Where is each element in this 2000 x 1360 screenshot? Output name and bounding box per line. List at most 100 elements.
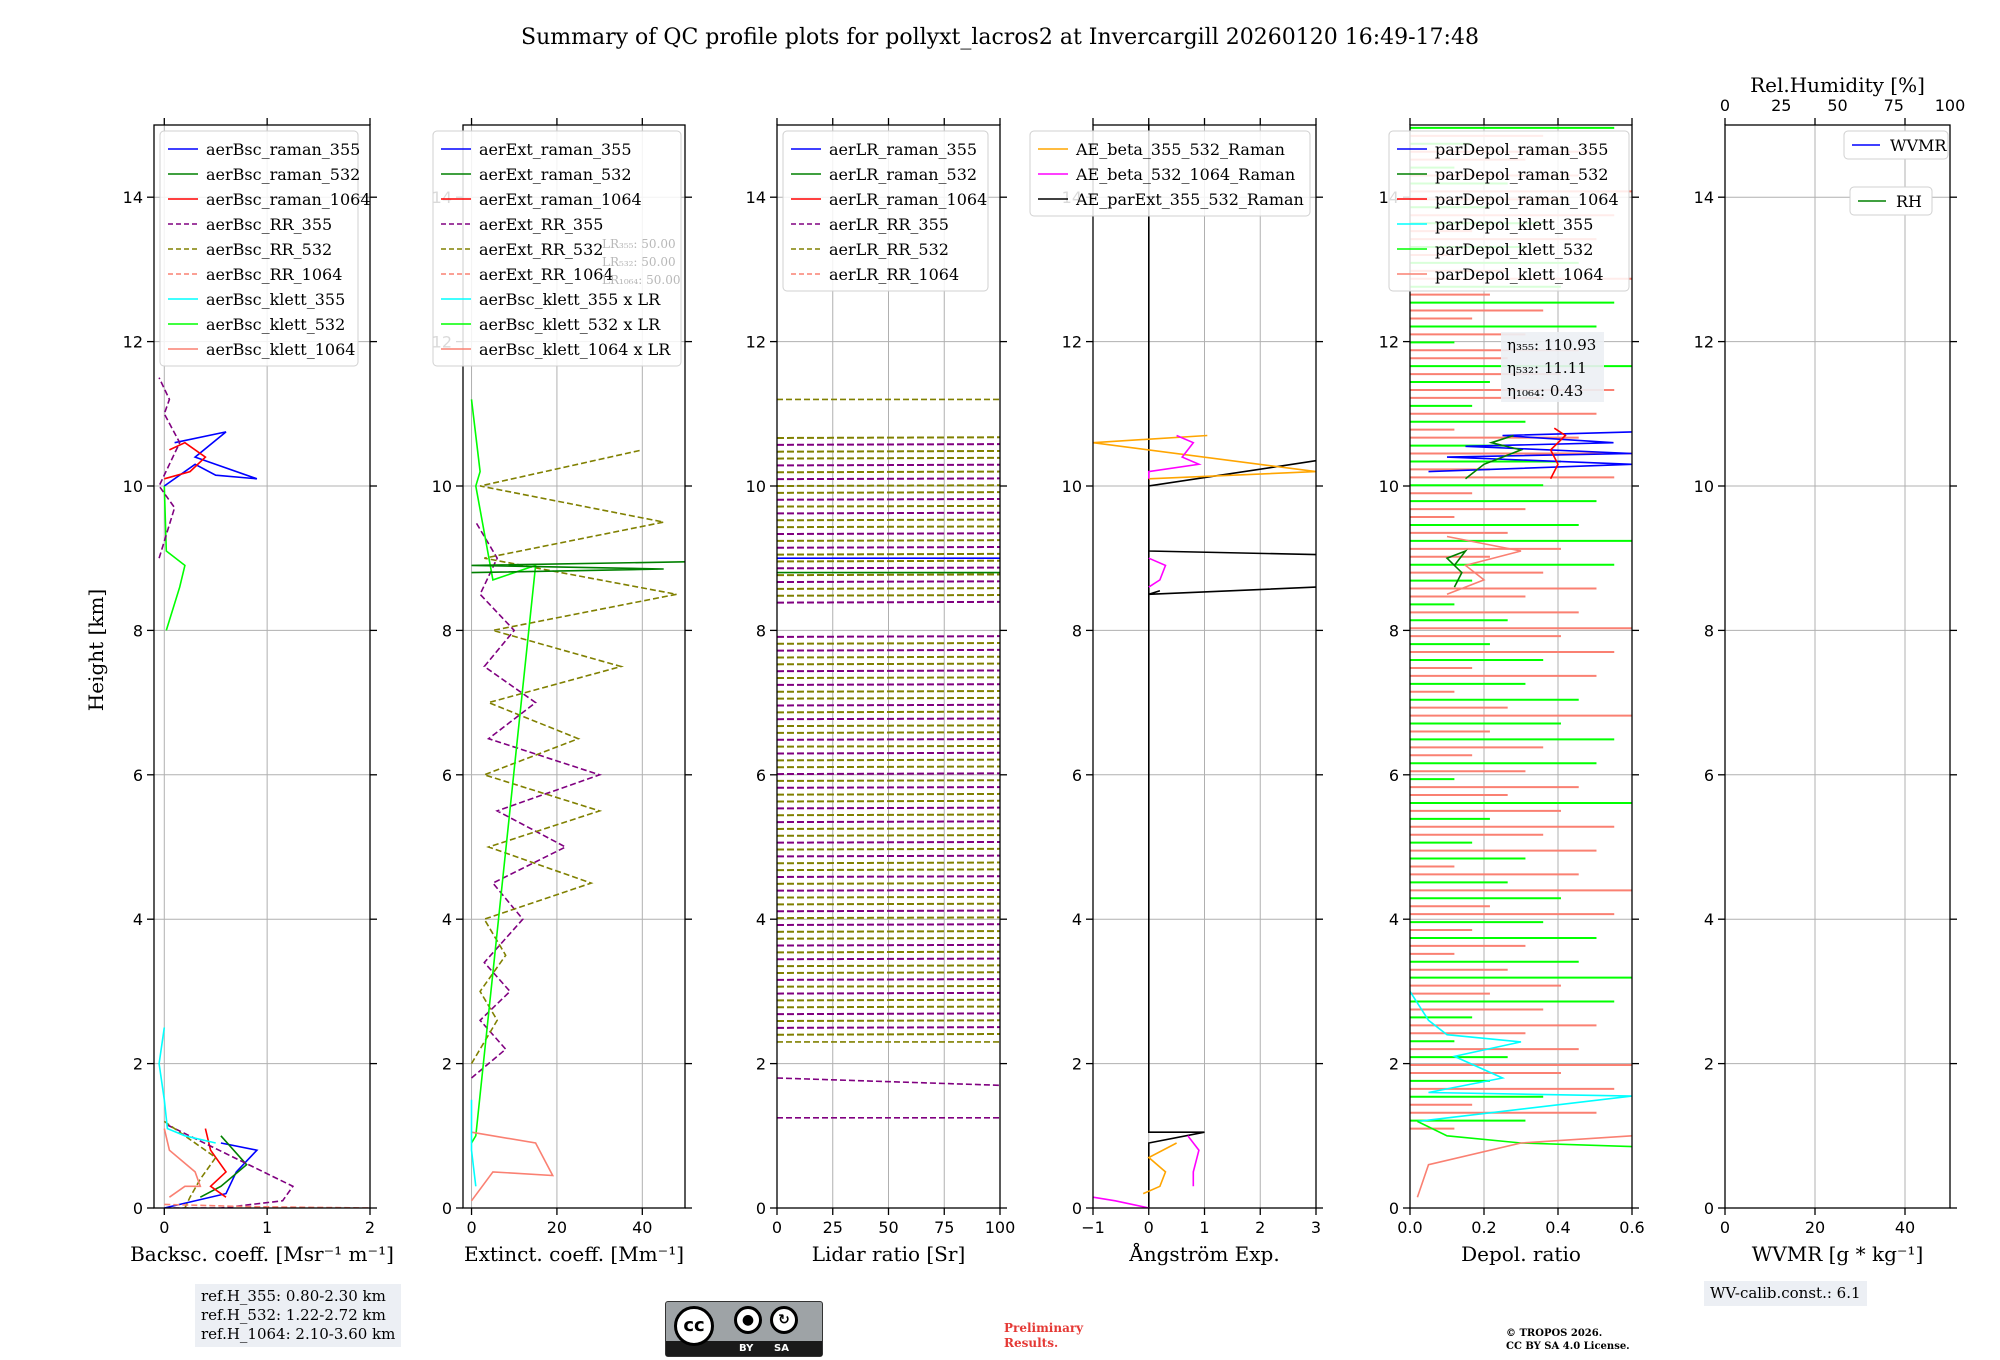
legend-label-wv-1: RH (1896, 192, 1922, 211)
xlabel-wv: WVMR [g * kg⁻¹] (1752, 1242, 1924, 1266)
xlabel-lr: Lidar ratio [Sr] (812, 1242, 966, 1266)
series-depol-4 (1417, 1120, 1632, 1148)
legend-label-depol-3: parDepol_klett_355 (1435, 215, 1593, 234)
legend-label-ae-2: AE_parExt_355_532_Raman (1075, 190, 1304, 209)
lr-profile-segment (777, 895, 1000, 899)
legend-label-bsc-3: aerBsc_RR_355 (206, 215, 332, 234)
series-bsc-3 (167, 1124, 295, 1208)
lr-profile-segment (777, 1012, 1000, 1016)
ghost-lr-1064: LR₁₀₆₄: 50.00 (602, 273, 680, 287)
lr-profile-segment (777, 861, 1000, 865)
lr-profile-segment (777, 964, 1000, 968)
legend-label-lr-0: aerLR_raman_355 (829, 140, 977, 159)
series-depol-6 (1445, 549, 1468, 588)
xtick-label-depol-1: 0.2 (1471, 1218, 1496, 1237)
xtick-label-wv-1: 20 (1805, 1218, 1825, 1237)
xtick-label-lr-4: 100 (985, 1218, 1016, 1237)
top-xtick-label-2: 50 (1827, 96, 1847, 115)
ytick-label-ae-6: 12 (1062, 333, 1082, 352)
series-bsc-0 (164, 1142, 259, 1208)
lr-profile-segment (777, 902, 1000, 906)
top-xtick-label-1: 25 (1771, 96, 1791, 115)
xtick-label-bsc-1: 1 (262, 1218, 272, 1237)
lr-profile-segment (777, 477, 1000, 481)
lr-profile-segment (777, 834, 1000, 837)
legend-label-depol-1: parDepol_raman_532 (1435, 165, 1608, 184)
ref-h-532: ref.H_532: 1.22-2.72 km (201, 1306, 386, 1324)
lr-profile-segment (777, 875, 1000, 878)
preliminary-line-1: Preliminary (1004, 1321, 1084, 1335)
series-group-bsc (158, 377, 370, 1208)
lr-profile-segment (777, 854, 1000, 858)
legend-label-bsc-4: aerBsc_RR_532 (206, 240, 332, 259)
lr-profile-segment (777, 676, 1000, 680)
legend-label-bsc-2: aerBsc_raman_1064 (206, 190, 371, 209)
lr-profile-segment (777, 580, 1000, 584)
preliminary-results-note: Preliminary Results. (1004, 1321, 1083, 1351)
lr-profile-segment (777, 991, 1000, 995)
axes-frame-depol (1409, 124, 1633, 1209)
lr-profile-segment (777, 882, 1000, 885)
panel-depol: 0.00.20.40.602468101214Depol. ratioparDe… (1379, 118, 1645, 1266)
lr-profile-segment (777, 751, 1000, 755)
lr-profile-segment (777, 669, 1000, 673)
lr-profile-segment (777, 909, 1000, 913)
legend-label-ext-1: aerExt_raman_532 (479, 165, 632, 184)
series-depol-3 (1410, 990, 1632, 1123)
xtick-label-ae-2: 1 (1199, 1218, 1209, 1237)
xtick-label-ae-3: 2 (1255, 1218, 1265, 1237)
lr-profile-segment (777, 786, 1000, 789)
cc-sa-label: SA (774, 1343, 789, 1354)
lr-profile-segment (777, 1026, 1000, 1029)
eta-355: η₃₅₅: 110.93 (1507, 336, 1596, 354)
cc-logo-bar (666, 1341, 822, 1356)
lr-profile-segment (777, 587, 1000, 590)
series-group-lr (777, 398, 1000, 1119)
xtick-label-bsc-0: 0 (159, 1218, 169, 1237)
series-bsc-11 (158, 377, 181, 559)
ytick-label-lr-6: 12 (746, 333, 766, 352)
legend-box-ext (432, 130, 682, 367)
lr-profile-segment (777, 758, 1000, 762)
legend-label-bsc-8: aerBsc_klett_1064 (206, 340, 355, 359)
ytick-label-ae-4: 8 (1072, 621, 1082, 640)
legend-wv-1: RH (1849, 186, 1933, 216)
top-xtick-label-3: 75 (1884, 96, 1904, 115)
ytick-label-depol-3: 6 (1389, 766, 1399, 785)
lr-profile-segment (777, 662, 1000, 666)
lr-profile-segment (777, 943, 1000, 947)
share-alike-icon: ↻ (770, 1306, 798, 1334)
lr-profile-segment (777, 511, 1000, 515)
xtick-label-ae-4: 3 (1311, 1218, 1321, 1237)
lr-profile-segment (777, 436, 1000, 439)
lr-profile-segment (777, 525, 1000, 529)
series-ae-1 (1148, 459, 1316, 556)
series-lr-1 (777, 1077, 1000, 1087)
legend-label-ext-3: aerExt_RR_355 (479, 215, 603, 234)
lr-profile-segment (777, 491, 1000, 494)
legend-depol: parDepol_raman_355 parDepol_raman_532 parD… (1388, 130, 1630, 292)
lr-profile-segment (777, 655, 1000, 659)
cc-license-logo: cc ● ↻ BY SA (665, 1301, 823, 1357)
series-bsc-2 (204, 1128, 228, 1198)
ytick-label-lr-0: 0 (756, 1199, 766, 1218)
series-ext-0 (470, 521, 603, 1079)
legend-label-lr-1: aerLR_raman_532 (829, 165, 977, 184)
ytick-label-depol-5: 10 (1379, 477, 1399, 496)
ytick-label-bsc-5: 10 (123, 477, 143, 496)
legend-label-bsc-6: aerBsc_klett_355 (206, 290, 345, 309)
ytick-label-wv-3: 6 (1704, 766, 1714, 785)
y-axis-label: Height [km] (84, 589, 108, 711)
lr-profile-segment (777, 552, 1000, 556)
ytick-label-bsc-2: 4 (133, 910, 143, 929)
xtick-label-ext-1: 20 (547, 1218, 567, 1237)
xtick-label-depol-3: 0.6 (1619, 1218, 1644, 1237)
lr-profile-segment (777, 806, 1000, 810)
lr-profile-segment (777, 765, 1000, 769)
series-group-ae (1093, 125, 1316, 1208)
series-bsc-6 (158, 1027, 216, 1144)
ytick-label-wv-7: 14 (1694, 188, 1714, 207)
lr-profile-segment (777, 648, 1000, 652)
lr-profile-segment (777, 703, 1000, 707)
